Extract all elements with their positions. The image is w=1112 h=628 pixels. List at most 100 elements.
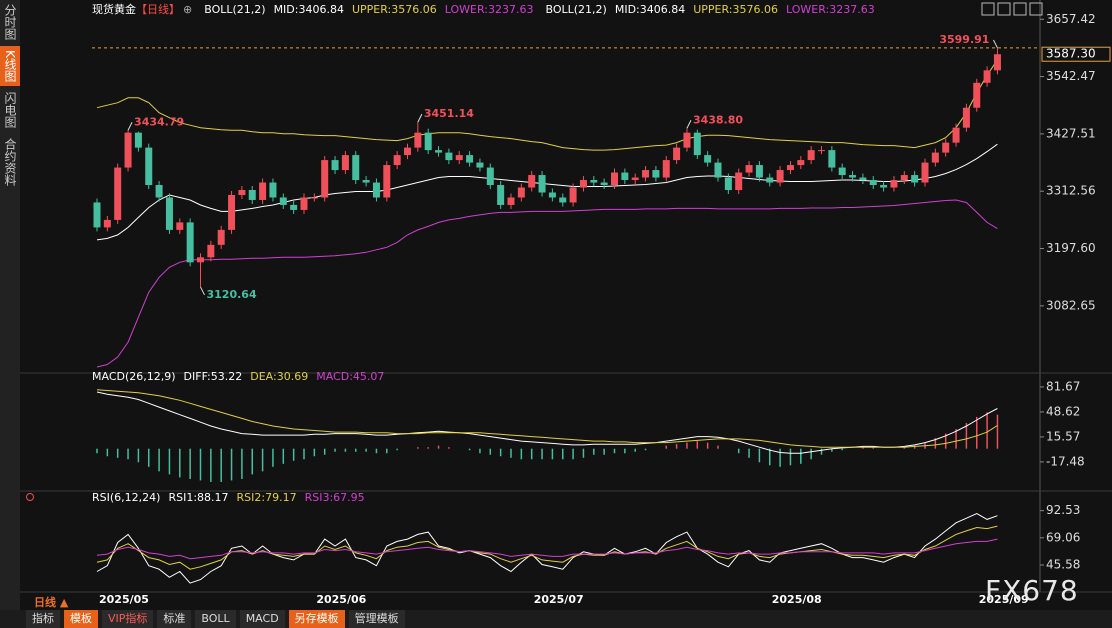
y-tick-label: 45.58 <box>1046 558 1080 572</box>
candle-body <box>745 165 753 173</box>
y-tick-label: 3542.47 <box>1046 69 1096 83</box>
low-annotation: 3120.64 <box>207 288 257 301</box>
side-tab[interactable]: K线图 <box>0 46 20 86</box>
candle-body <box>321 160 329 198</box>
candle-body <box>673 147 681 161</box>
candle-body <box>652 170 660 178</box>
candle-body <box>352 155 360 181</box>
indicator-line <box>96 389 998 448</box>
legend-item: BOLL(21,2) <box>204 3 265 16</box>
legend-item: MID:3406.84 <box>615 3 685 16</box>
candle-body <box>776 170 784 183</box>
candle-body <box>962 107 970 128</box>
y-tick-label: 48.62 <box>1046 404 1080 418</box>
toolbar: 指标 模板 VIP指标 标准 BOLL MACD 另存模板 管理模板 <box>0 610 1112 628</box>
legend-item: 现货黄金 <box>92 2 136 16</box>
icon[interactable] <box>997 2 1011 16</box>
y-tick-label: 69.06 <box>1046 530 1080 544</box>
last-price-box <box>1041 46 1111 62</box>
toolbar-button[interactable]: 标准 <box>157 610 192 628</box>
candle-body <box>579 180 587 188</box>
indicator-line <box>96 513 998 584</box>
toolbar-button[interactable]: VIP指标 <box>102 610 154 628</box>
legend-item: 【日线】 <box>136 2 180 16</box>
toolbar-button[interactable]: 另存模板 <box>288 610 345 628</box>
x-tick-label: 2025/08 <box>772 593 822 606</box>
candle-body <box>155 185 163 198</box>
candle-body <box>600 182 608 186</box>
candle-body <box>890 180 898 188</box>
side-tab[interactable]: 合约资料 <box>3 137 17 186</box>
candle-body <box>331 160 339 171</box>
candle-body <box>838 167 846 176</box>
candle-body <box>362 180 370 183</box>
candle-body <box>911 175 919 183</box>
candle-body <box>704 155 712 163</box>
legend-item: RSI(6,12,24) <box>92 491 160 504</box>
toolbar-button[interactable]: 管理模板 <box>348 610 405 628</box>
candle-body <box>197 257 204 263</box>
toolbar-button[interactable]: BOLL <box>195 610 236 628</box>
candle-body <box>217 229 225 245</box>
candle-body <box>662 160 670 178</box>
candle-body <box>642 170 650 178</box>
candle-body <box>134 132 142 148</box>
y-tick-label: 15.57 <box>1046 429 1080 443</box>
candle-body <box>993 54 1001 71</box>
candle-body <box>849 175 857 178</box>
candle-body <box>755 165 763 178</box>
candle-body <box>300 197 308 210</box>
candle-body <box>497 185 505 205</box>
icon[interactable] <box>1013 2 1027 16</box>
candle-body <box>145 147 153 186</box>
candle-body <box>341 155 349 171</box>
candle-body <box>114 167 122 220</box>
candle-body <box>207 244 215 258</box>
candle-body <box>735 172 743 190</box>
settings-icon[interactable] <box>26 493 34 501</box>
side-tab[interactable]: 分时图 <box>3 4 17 40</box>
icon[interactable] <box>1029 2 1043 16</box>
candle-body <box>590 180 598 183</box>
candle-body <box>714 162 722 178</box>
candle-body <box>538 175 546 193</box>
high-annotation: 3438.80 <box>693 113 743 126</box>
legend-item: ⊕ <box>183 3 192 16</box>
candle-body <box>404 147 411 156</box>
toolbar-button[interactable]: MACD <box>239 610 285 628</box>
toolbar-button[interactable]: 指标 <box>26 610 60 628</box>
y-tick-label: -17.48 <box>1046 454 1085 468</box>
candle-body <box>279 197 287 205</box>
candle-body <box>921 162 929 183</box>
y-tick-label: 92.53 <box>1046 503 1080 517</box>
legend-item: MACD:45.07 <box>316 370 384 383</box>
period-selector[interactable]: 日线 ▲ <box>34 595 69 609</box>
candle-body <box>476 162 484 168</box>
candle-body <box>455 155 463 161</box>
annotation-leader <box>993 39 998 49</box>
candle-body <box>973 82 981 108</box>
candle-body <box>559 197 567 203</box>
legend-item: LOWER:3237.63 <box>786 3 875 16</box>
icon[interactable] <box>981 2 995 16</box>
toolbar-button[interactable]: 模板 <box>64 610 98 628</box>
candle-body <box>611 172 618 186</box>
window-icons[interactable] <box>981 2 1043 16</box>
candle-body <box>414 132 422 148</box>
watermark: FX678 <box>985 574 1079 607</box>
candle-body <box>942 142 950 153</box>
candle-body <box>859 177 867 181</box>
x-tick-label: 2025/09 <box>979 593 1029 606</box>
candle-body <box>445 152 453 161</box>
legend-item: UPPER:3576.06 <box>352 3 437 16</box>
candle-body <box>983 70 991 83</box>
indicator-line <box>96 59 998 151</box>
x-tick-label: 2025/06 <box>316 593 366 606</box>
candle-body <box>900 175 908 181</box>
candle-body <box>424 132 432 151</box>
candle-body <box>621 172 629 181</box>
legend-item: LOWER:3237.63 <box>445 3 534 16</box>
candle-body <box>186 222 194 263</box>
side-tab[interactable]: 闪电图 <box>3 91 17 128</box>
